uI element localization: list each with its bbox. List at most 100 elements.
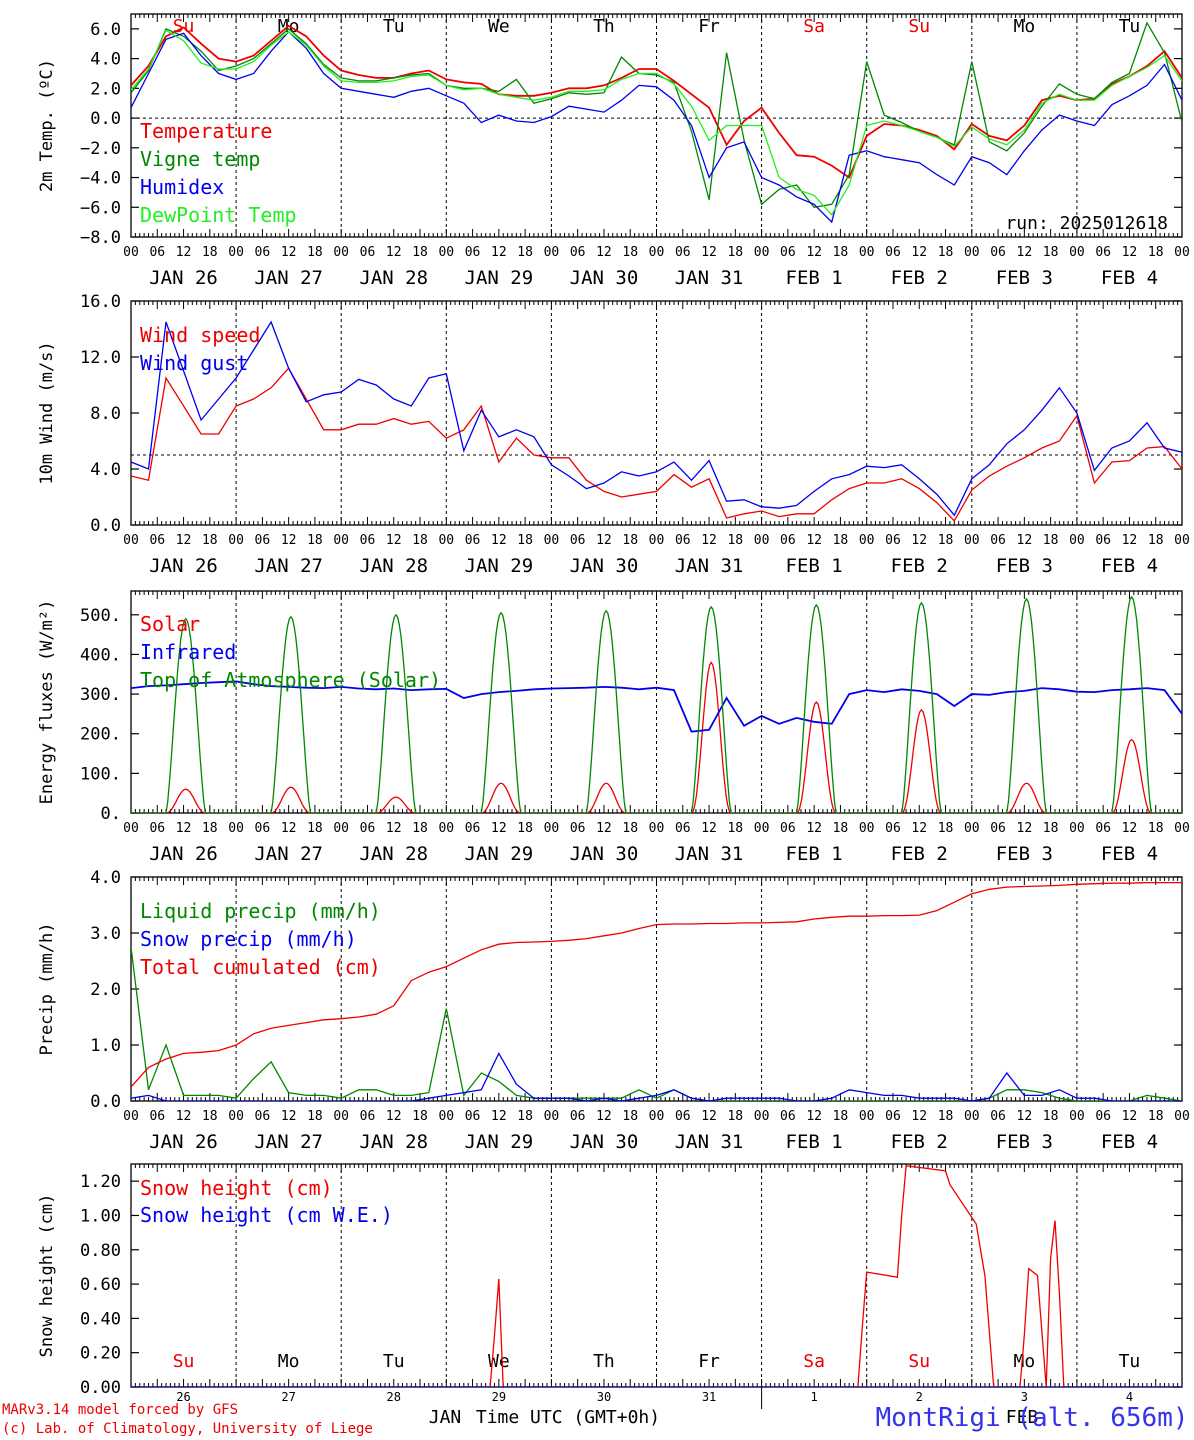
series-group xyxy=(131,21,1182,224)
legend-entry: DewPoint Temp xyxy=(140,203,297,227)
y-tick-label: 400. xyxy=(80,645,121,665)
hour-tick-label: 06 xyxy=(780,1109,796,1124)
bottom-day-label: 31 xyxy=(702,1390,716,1404)
hour-tick-label: 18 xyxy=(517,245,533,260)
hour-tick-label: 18 xyxy=(517,821,533,836)
hour-tick-label: 06 xyxy=(570,245,586,260)
hour-tick-label: 12 xyxy=(1017,1109,1033,1124)
date-label: JAN 26 xyxy=(149,1131,218,1153)
hour-tick-label: 06 xyxy=(885,1109,901,1124)
hour-tick-label: 06 xyxy=(255,821,271,836)
hour-tick-label: 00 xyxy=(333,533,349,548)
legend-entry: Snow precip (mm/h) xyxy=(140,927,357,951)
hour-tick-label: 00 xyxy=(754,533,770,548)
date-label: JAN 28 xyxy=(359,267,428,289)
hour-tick-label: 12 xyxy=(176,533,192,548)
series-line-2 xyxy=(131,320,1182,517)
hour-tick-label: 12 xyxy=(1122,245,1138,260)
hour-tick-label: 12 xyxy=(596,533,612,548)
hour-tick-label: 06 xyxy=(1095,821,1111,836)
y-tick-label: 4.0 xyxy=(90,460,121,480)
hour-tick-label: 12 xyxy=(806,245,822,260)
hour-tick-label: 00 xyxy=(1069,245,1085,260)
y-axis-label: Snow height (cm) xyxy=(37,1194,57,1358)
y-tick-label: 0.0 xyxy=(90,109,121,129)
hour-tick-label: 12 xyxy=(1017,245,1033,260)
bottom-day-label: 30 xyxy=(597,1390,611,1404)
hour-tick-label: 12 xyxy=(806,1109,822,1124)
date-label: JAN 26 xyxy=(149,843,218,865)
weekday-label: Mo xyxy=(278,1351,300,1372)
y-tick-label: 0.20 xyxy=(80,1344,121,1364)
y-tick-label: 0.40 xyxy=(80,1309,121,1329)
y-tick-label: 1.00 xyxy=(80,1206,121,1226)
series-line-3 xyxy=(131,881,1182,1088)
hour-tick-label: 18 xyxy=(833,533,849,548)
bottom-day-label: 1 xyxy=(811,1390,818,1404)
hour-tick-label: 00 xyxy=(649,1109,665,1124)
hour-tick-label: 12 xyxy=(1122,821,1138,836)
weekday-label: Tu xyxy=(1119,16,1141,37)
hour-tick-label: 06 xyxy=(990,245,1006,260)
hour-tick-label: 18 xyxy=(202,1109,218,1124)
y-tick-label: −2.0 xyxy=(80,139,121,159)
y-axis-label: 10m Wind (m/s) xyxy=(37,341,57,484)
hour-tick-label: 18 xyxy=(727,821,743,836)
hour-tick-label: 12 xyxy=(386,245,402,260)
date-label: JAN 30 xyxy=(570,267,639,289)
weekday-label: Fr xyxy=(698,1351,720,1372)
hour-tick-label: 06 xyxy=(360,1109,376,1124)
date-label: FEB 2 xyxy=(891,1131,948,1153)
hour-tick-label: 06 xyxy=(570,533,586,548)
hour-tick-label: 00 xyxy=(754,821,770,836)
y-tick-label: 0.0 xyxy=(90,516,121,536)
series-group xyxy=(131,320,1182,522)
hour-tick-label: 06 xyxy=(1095,533,1111,548)
hour-tick-label: 00 xyxy=(123,1109,139,1124)
hour-tick-label: 06 xyxy=(675,533,691,548)
legend-entry: Wind gust xyxy=(140,351,248,375)
hour-tick-label: 18 xyxy=(1148,533,1164,548)
hour-tick-label: 00 xyxy=(228,1109,244,1124)
weekday-label: We xyxy=(488,1351,510,1372)
date-label: JAN 27 xyxy=(254,1131,323,1153)
date-label: FEB 2 xyxy=(891,555,948,577)
hour-tick-label: 12 xyxy=(701,821,717,836)
bottom-day-label: 28 xyxy=(387,1390,401,1404)
hour-tick-label: 18 xyxy=(307,245,323,260)
series-line-1 xyxy=(131,367,1182,522)
date-label: JAN 31 xyxy=(675,267,744,289)
hour-tick-label: 18 xyxy=(202,533,218,548)
weekday-label: Tu xyxy=(383,1351,405,1372)
hour-tick-label: 06 xyxy=(885,821,901,836)
date-label: JAN 31 xyxy=(675,843,744,865)
hour-tick-label: 12 xyxy=(701,533,717,548)
hour-tick-label: 12 xyxy=(701,245,717,260)
y-tick-label: 0.00 xyxy=(80,1378,121,1398)
date-label: FEB 1 xyxy=(786,843,843,865)
hour-tick-label: 18 xyxy=(727,1109,743,1124)
hour-tick-label: 00 xyxy=(649,533,665,548)
y-tick-label: 2.0 xyxy=(90,79,121,99)
series-line-3 xyxy=(131,30,1182,224)
date-label: FEB 1 xyxy=(786,267,843,289)
panels: −8.0 −6.0 −4.0 −2.0 0.0 2.0 4.0 6.0 2m Temp. (ºC… xyxy=(37,13,1190,1409)
date-label: JAN 31 xyxy=(675,555,744,577)
station-label: MontRigi (alt. 656m) xyxy=(875,1403,1188,1433)
hour-tick-label: 18 xyxy=(517,533,533,548)
y-tick-label: 12.0 xyxy=(80,348,121,368)
hour-tick-label: 00 xyxy=(964,1109,980,1124)
series-group xyxy=(131,1164,1182,1387)
y-tick-label: 500. xyxy=(80,606,121,626)
hour-tick-label: 18 xyxy=(307,821,323,836)
hour-tick-label: 18 xyxy=(1043,821,1059,836)
hour-tick-label: 00 xyxy=(438,821,454,836)
y-tick-label: 100. xyxy=(80,764,121,784)
hour-tick-label: 00 xyxy=(1174,245,1190,260)
hour-tick-label: 18 xyxy=(938,533,954,548)
date-label: FEB 4 xyxy=(1101,843,1158,865)
series-line-1 xyxy=(131,946,1182,1101)
hour-tick-label: 00 xyxy=(438,533,454,548)
hour-tick-label: 12 xyxy=(491,821,507,836)
hour-tick-label: 06 xyxy=(1095,245,1111,260)
